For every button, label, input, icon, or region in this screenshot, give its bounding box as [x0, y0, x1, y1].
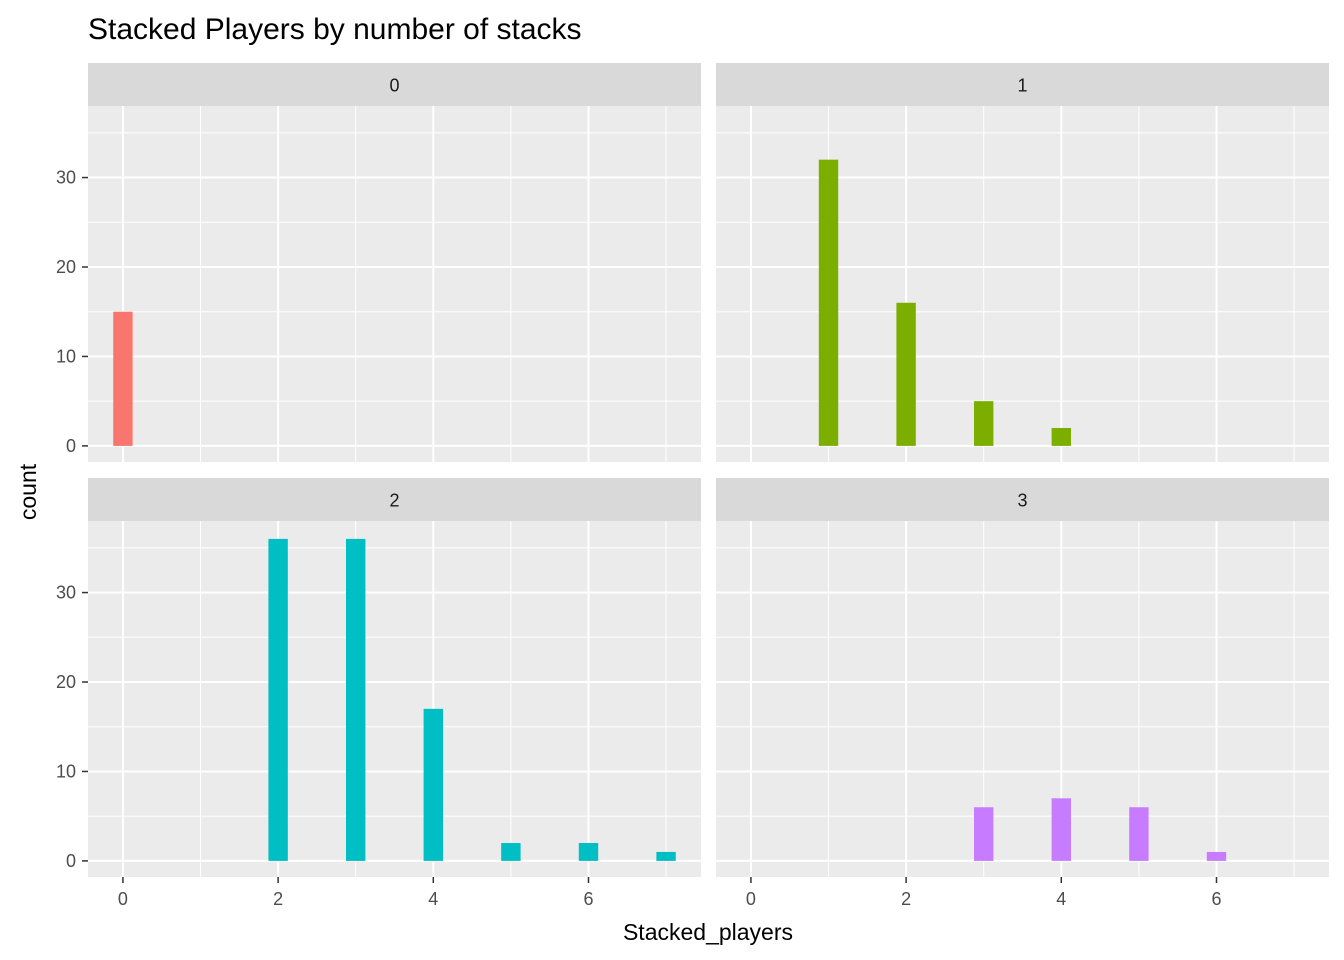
x-tick-label: 6 [1211, 889, 1221, 909]
x-tick-label: 6 [583, 889, 593, 909]
x-tick-label: 4 [428, 889, 438, 909]
bar-x0 [113, 311, 133, 446]
y-tick-label: 20 [56, 257, 76, 277]
x-tick-label: 0 [118, 889, 128, 909]
facet-strip-label: 1 [1017, 76, 1027, 96]
x-tick-label: 4 [1056, 889, 1066, 909]
bar-x5 [501, 843, 521, 861]
panel-background [88, 521, 701, 877]
x-axis-title: Stacked_players [623, 919, 793, 945]
facet-strip [88, 63, 701, 106]
bar-x7 [656, 851, 676, 861]
bar-x2 [268, 538, 288, 861]
bar-x2 [896, 302, 916, 446]
y-tick-label: 10 [56, 761, 76, 781]
facet-strip-label: 0 [389, 76, 399, 96]
panel-background [716, 106, 1329, 462]
facet-strip [88, 478, 701, 521]
bar-x6 [578, 843, 599, 861]
panel-background [716, 521, 1329, 877]
y-tick-label: 0 [66, 851, 76, 871]
facet-strip [716, 478, 1329, 521]
facet-panel-0: 0 0 10 20 30 [56, 63, 701, 462]
chart-title: Stacked Players by number of stacks [88, 13, 582, 46]
bar-x5 [1129, 807, 1149, 861]
y-tick-label: 30 [56, 583, 76, 603]
x-tick-label: 2 [273, 889, 283, 909]
x-tick-label: 2 [901, 889, 911, 909]
bar-x3 [346, 538, 366, 861]
bar-x1 [818, 159, 839, 446]
bar-x4 [1051, 798, 1071, 861]
bar-x3 [974, 401, 994, 446]
facet-panel-1: 1 [716, 63, 1329, 462]
facet-strip-label: 3 [1017, 491, 1027, 511]
y-tick-label: 10 [56, 346, 76, 366]
y-axis-title: count [15, 463, 41, 520]
facet-strip-label: 2 [389, 491, 399, 511]
bar-x3 [974, 807, 994, 861]
bar-x6 [1206, 851, 1227, 861]
y-tick-label: 30 [56, 168, 76, 188]
bar-x4 [423, 708, 443, 861]
bar-x4 [1051, 428, 1071, 446]
panel-background [88, 106, 701, 462]
y-tick-label: 0 [66, 436, 76, 456]
facet-panel-3: 3 0 2 4 6 [716, 478, 1329, 909]
facet-strip [716, 63, 1329, 106]
y-tick-label: 20 [56, 672, 76, 692]
x-tick-label: 0 [746, 889, 756, 909]
